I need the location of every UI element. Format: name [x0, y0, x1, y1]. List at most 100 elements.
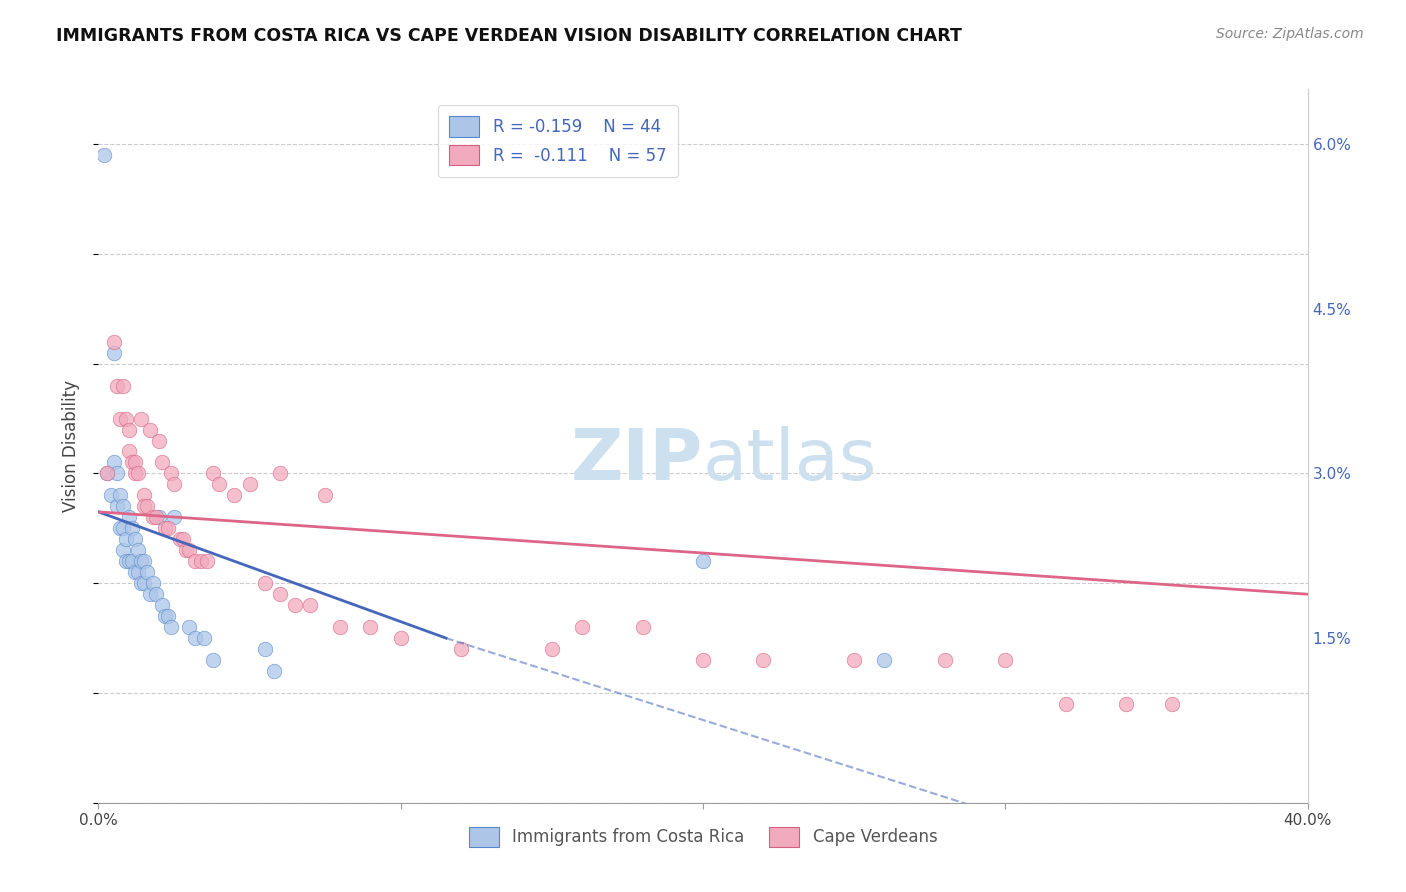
- Point: [139, 423, 162, 437]
- Point: [174, 543, 197, 558]
- Text: atlas: atlas: [703, 425, 877, 495]
- Point: [111, 543, 134, 558]
- Point: [93, 148, 115, 162]
- Point: [172, 533, 194, 547]
- Point: [124, 566, 146, 580]
- Point: [96, 467, 118, 481]
- Point: [190, 554, 212, 568]
- Point: [269, 587, 291, 601]
- Point: [360, 620, 382, 634]
- Point: [118, 510, 141, 524]
- Point: [224, 488, 246, 502]
- Point: [124, 533, 146, 547]
- Point: [1160, 697, 1182, 711]
- Point: [179, 543, 201, 558]
- Point: [121, 521, 143, 535]
- Point: [269, 467, 291, 481]
- Point: [263, 664, 285, 678]
- Point: [148, 434, 170, 448]
- Point: [108, 411, 131, 425]
- Point: [163, 477, 186, 491]
- Point: [163, 510, 186, 524]
- Point: [145, 587, 167, 601]
- Legend: Immigrants from Costa Rica, Cape Verdeans: Immigrants from Costa Rica, Cape Verdean…: [457, 815, 949, 859]
- Point: [299, 598, 322, 612]
- Point: [114, 533, 136, 547]
- Point: [873, 653, 896, 667]
- Point: [156, 609, 179, 624]
- Point: [103, 334, 125, 349]
- Point: [103, 455, 125, 469]
- Point: [111, 521, 134, 535]
- Point: [118, 554, 141, 568]
- Point: [1054, 697, 1077, 711]
- Point: [692, 554, 714, 568]
- Point: [114, 554, 136, 568]
- Point: [103, 345, 125, 359]
- Y-axis label: Vision Disability: Vision Disability: [62, 380, 80, 512]
- Point: [105, 378, 128, 392]
- Point: [132, 576, 155, 591]
- Point: [153, 521, 176, 535]
- Point: [135, 566, 157, 580]
- Point: [96, 467, 118, 481]
- Text: IMMIGRANTS FROM COSTA RICA VS CAPE VERDEAN VISION DISABILITY CORRELATION CHART: IMMIGRANTS FROM COSTA RICA VS CAPE VERDE…: [56, 27, 962, 45]
- Point: [129, 411, 152, 425]
- Point: [105, 467, 128, 481]
- Point: [169, 533, 191, 547]
- Point: [142, 510, 165, 524]
- Point: [132, 554, 155, 568]
- Point: [124, 467, 146, 481]
- Point: [156, 521, 179, 535]
- Point: [195, 554, 218, 568]
- Point: [121, 554, 143, 568]
- Point: [184, 631, 207, 645]
- Point: [142, 576, 165, 591]
- Point: [752, 653, 775, 667]
- Point: [692, 653, 714, 667]
- Point: [160, 620, 183, 634]
- Point: [129, 576, 152, 591]
- Point: [132, 488, 155, 502]
- Point: [389, 631, 412, 645]
- Point: [118, 444, 141, 458]
- Point: [160, 467, 183, 481]
- Point: [139, 587, 162, 601]
- Point: [994, 653, 1017, 667]
- Point: [129, 554, 152, 568]
- Point: [111, 378, 134, 392]
- Point: [150, 455, 173, 469]
- Point: [202, 653, 225, 667]
- Point: [184, 554, 207, 568]
- Point: [124, 455, 146, 469]
- Point: [193, 631, 215, 645]
- Point: [934, 653, 956, 667]
- Point: [118, 423, 141, 437]
- Point: [253, 642, 276, 657]
- Point: [111, 500, 134, 514]
- Text: Source: ZipAtlas.com: Source: ZipAtlas.com: [1216, 27, 1364, 41]
- Point: [108, 521, 131, 535]
- Point: [127, 543, 149, 558]
- Point: [844, 653, 866, 667]
- Point: [239, 477, 262, 491]
- Point: [571, 620, 593, 634]
- Point: [148, 510, 170, 524]
- Point: [135, 500, 157, 514]
- Point: [208, 477, 231, 491]
- Point: [179, 620, 201, 634]
- Point: [631, 620, 654, 634]
- Point: [153, 609, 176, 624]
- Point: [105, 500, 128, 514]
- Point: [127, 467, 149, 481]
- Point: [540, 642, 562, 657]
- Point: [314, 488, 336, 502]
- Text: ZIP: ZIP: [571, 425, 703, 495]
- Point: [329, 620, 352, 634]
- Point: [121, 455, 143, 469]
- Point: [150, 598, 173, 612]
- Point: [1115, 697, 1137, 711]
- Point: [100, 488, 122, 502]
- Point: [284, 598, 307, 612]
- Point: [202, 467, 225, 481]
